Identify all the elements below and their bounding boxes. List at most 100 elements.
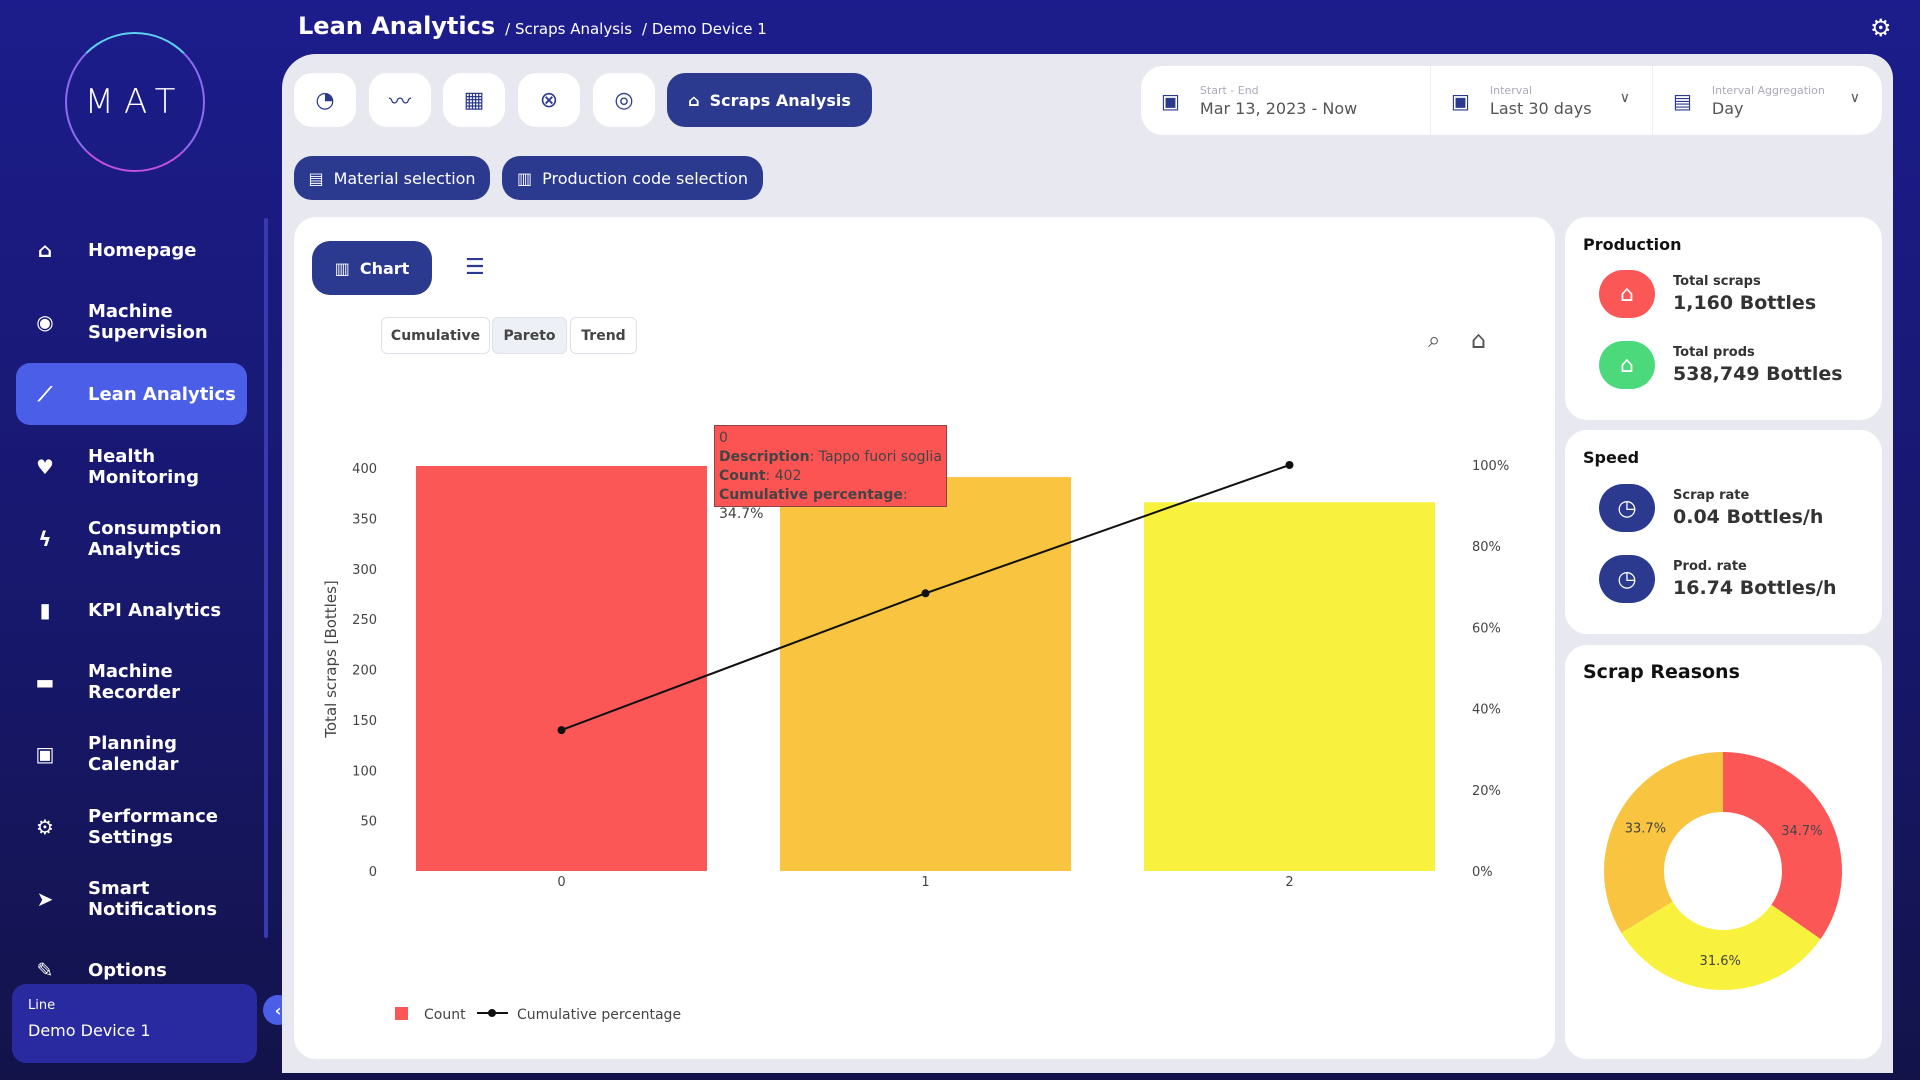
y2-tick-label: 20%: [1472, 784, 1501, 799]
prod-rate-kpi: ◷ Prod. rate 16.74 Bottles/h: [1599, 555, 1837, 603]
sidebar-item-smart-notifications[interactable]: ➤ Smart Notifications: [16, 868, 247, 930]
donut-slice: [1723, 752, 1842, 940]
y-tick-label: 400: [352, 462, 377, 477]
tooltip-value: Tappo fuori soglia: [818, 449, 942, 465]
sidebar-item-machine-supervision[interactable]: ◉ Machine Supervision: [16, 291, 247, 353]
breadcrumb-item[interactable]: / Scraps Analysis: [505, 20, 633, 38]
qr-code-button[interactable]: ▦: [443, 73, 505, 127]
logo: MAT: [65, 32, 205, 172]
send-icon: ➤: [36, 886, 54, 911]
tooltip-value: 34.7%: [719, 506, 764, 522]
slice-label: 31.6%: [1700, 954, 1741, 969]
slice-label: 33.7%: [1625, 821, 1666, 836]
kpi-label: Scrap rate: [1673, 488, 1750, 503]
barcode-icon: ▥: [517, 168, 533, 188]
tab-label: Chart: [359, 258, 410, 278]
scraps-analysis-button[interactable]: ⌂ Scraps Analysis: [667, 73, 872, 127]
page-title: Lean Analytics: [298, 12, 496, 40]
material-selection-button[interactable]: ▤ Material selection: [294, 156, 490, 200]
tooltip-title: 0: [719, 430, 728, 446]
sidebar-item-kpi-analytics[interactable]: ▮ KPI Analytics: [16, 579, 247, 641]
x-circle-button[interactable]: ⊗: [518, 73, 580, 127]
y2-tick-label: 0%: [1472, 865, 1493, 880]
tab-chart[interactable]: ▥ Chart: [312, 241, 432, 295]
breadcrumb: Lean Analytics / Scraps Analysis / Demo …: [298, 12, 767, 40]
sidebar-item-label: Lean Analytics: [88, 383, 236, 405]
sidebar-item-lean-analytics[interactable]: ⟋ Lean Analytics: [16, 363, 247, 425]
calendar-icon: ▣: [35, 741, 55, 766]
sidebar-item-planning-calendar[interactable]: ▣ Planning Calendar: [16, 723, 247, 785]
interval-select[interactable]: ▣ Interval Last 30 days ∨: [1431, 66, 1653, 135]
y2-tick-label: 40%: [1472, 703, 1501, 718]
bolt-icon: ϟ: [38, 526, 52, 551]
sidebar-item-performance-settings[interactable]: ⚙ Performance Settings: [16, 796, 247, 858]
gauge-chart-button[interactable]: ◎: [593, 73, 655, 127]
kpi-value: 0.04 Bottles/h: [1673, 506, 1824, 528]
bar: [780, 477, 1071, 871]
y2-tick-label: 100%: [1472, 459, 1509, 474]
sidebar-item-label: Consumption Analytics: [88, 518, 222, 560]
kpi-label: Total prods: [1673, 345, 1755, 360]
y-tick-label: 200: [352, 664, 377, 679]
total-scraps-kpi: ⌂ Total scraps 1,160 Bottles: [1599, 270, 1816, 318]
mode-trend[interactable]: Trend: [570, 317, 637, 354]
sidebar-item-label: Performance Settings: [88, 806, 218, 848]
kpi-value: 538,749 Bottles: [1673, 363, 1843, 385]
tooltip-label: Cumulative percentage: [719, 487, 903, 503]
kpi-label: Total scraps: [1673, 274, 1761, 289]
home-icon: ⌂: [37, 237, 53, 262]
calendar-icon: ▣: [1451, 88, 1470, 113]
production-code-selection-button[interactable]: ▥ Production code selection: [502, 156, 763, 200]
field-label: Interval: [1489, 83, 1533, 97]
card-title: Production: [1583, 235, 1682, 254]
tooltip-label: Description: [719, 449, 810, 465]
sidebar-item-options[interactable]: ✎ Options: [16, 939, 247, 1001]
calendar-check-icon: ▣: [1161, 88, 1180, 113]
line-selector[interactable]: Line Demo Device 1: [12, 984, 257, 1063]
qr-code-icon: ▦: [463, 87, 485, 113]
y2-tick-label: 60%: [1472, 621, 1501, 636]
date-range-field[interactable]: ▣ Start - End Mar 13, 2023 - Now: [1141, 66, 1431, 135]
mode-cumulative[interactable]: Cumulative: [381, 317, 490, 354]
bar-chart-icon: ▥: [334, 258, 350, 278]
y-tick-label: 300: [352, 563, 377, 578]
tab-table-list-icon[interactable]: ☰: [465, 255, 485, 280]
breadcrumb-item[interactable]: / Demo Device 1: [642, 20, 767, 38]
sidebar-item-label: Homepage: [88, 239, 197, 261]
y-tick-label: 250: [352, 613, 377, 628]
home-reset-icon[interactable]: ⌂: [1471, 326, 1487, 354]
sidebar-item-health-monitoring[interactable]: ♥ Health Monitoring: [16, 436, 247, 498]
bag-x-icon: ⌂: [688, 90, 700, 110]
cumulative-point: [557, 726, 566, 735]
line-value: Demo Device 1: [28, 1021, 151, 1040]
y-tick-label: 50: [360, 815, 377, 830]
sidebar-item-label: Machine Recorder: [88, 661, 180, 703]
button-label: Production code selection: [542, 168, 748, 188]
sidebar-item-consumption-analytics[interactable]: ϟ Consumption Analytics: [16, 508, 247, 570]
gauge-gear-icon: ⚙: [36, 814, 54, 839]
line-chart-button[interactable]: 〰: [369, 73, 431, 127]
material-icon: ▤: [308, 168, 324, 188]
sidebar-item-machine-recorder[interactable]: ▬ Machine Recorder: [16, 651, 247, 713]
zoom-icon[interactable]: ⌕: [1428, 328, 1441, 353]
interval-aggregation-select[interactable]: ▤ Interval Aggregation Day ∨: [1653, 66, 1882, 135]
field-value: Day: [1711, 98, 1744, 118]
x-tick-label: 1: [921, 875, 929, 890]
filter-bar: ▣ Start - End Mar 13, 2023 - Now ▣ Interval…: [1141, 66, 1882, 135]
kpi-value: 16.74 Bottles/h: [1673, 577, 1837, 599]
cumulative-point: [921, 589, 930, 598]
bar: [416, 465, 707, 871]
sidebar-item-homepage[interactable]: ⌂ Homepage: [16, 219, 247, 281]
sidebar-scrollbar[interactable]: [264, 218, 268, 938]
kpi-value: 1,160 Bottles: [1673, 292, 1817, 314]
gear-icon[interactable]: ⚙: [1870, 14, 1892, 42]
cumulative-point: [1285, 461, 1294, 469]
mode-pareto[interactable]: Pareto: [492, 317, 567, 354]
y-axis-title: Total scraps [Bottles]: [322, 580, 340, 738]
clipboard-icon: ▤: [1673, 88, 1692, 113]
total-prods-kpi: ⌂ Total prods 538,749 Bottles: [1599, 341, 1843, 389]
pie-chart-button[interactable]: ◔: [294, 73, 356, 127]
button-label: Material selection: [333, 168, 476, 188]
scrap-reasons-donut: 34.7% 31.6% 33.7%: [1604, 752, 1842, 990]
